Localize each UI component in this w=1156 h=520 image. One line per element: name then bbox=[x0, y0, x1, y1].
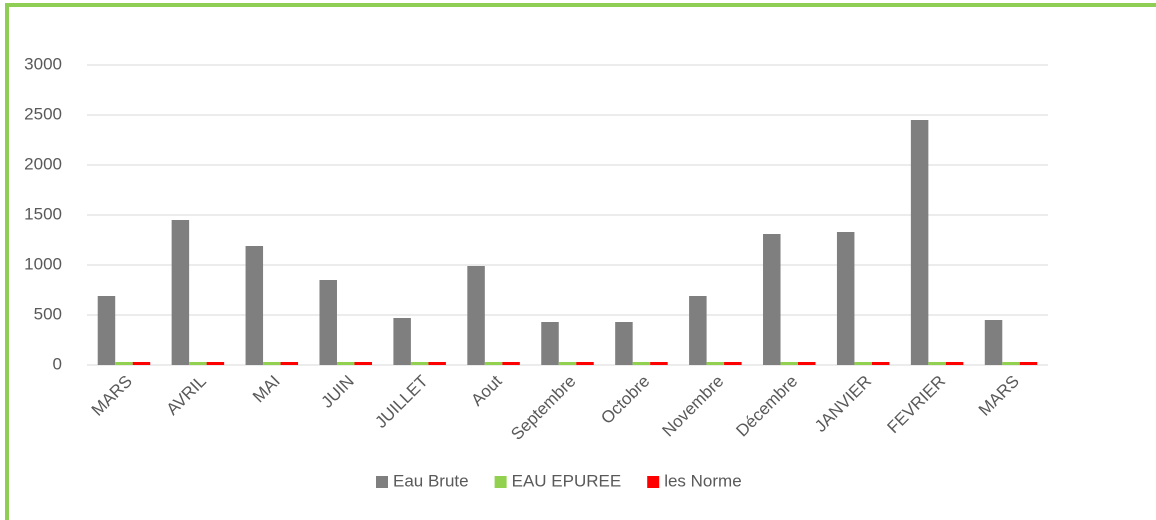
bar bbox=[428, 362, 446, 365]
bar bbox=[558, 362, 577, 365]
y-tick-label: 2500 bbox=[24, 104, 62, 123]
bar bbox=[1019, 362, 1038, 365]
bar bbox=[615, 322, 633, 365]
legend-label: EAU EPUREE bbox=[512, 471, 622, 490]
x-tick-label: AVRIL bbox=[163, 372, 210, 419]
x-tick-label: Septembre bbox=[507, 372, 579, 444]
legend-label: Eau Brute bbox=[393, 471, 469, 490]
bar bbox=[319, 280, 337, 365]
bar bbox=[484, 362, 503, 365]
bar bbox=[115, 362, 133, 365]
bar bbox=[576, 362, 594, 365]
x-tick-label: MAI bbox=[249, 372, 284, 407]
bar bbox=[945, 362, 964, 365]
bar bbox=[502, 362, 520, 365]
x-tick-label: JUIN bbox=[318, 372, 358, 412]
x-tick-label: JUILLET bbox=[371, 372, 431, 432]
bar bbox=[984, 320, 1003, 365]
bar bbox=[189, 362, 207, 365]
x-tick-label: MARS bbox=[975, 372, 1023, 420]
y-tick-label: 1000 bbox=[24, 254, 62, 273]
bar bbox=[763, 234, 781, 365]
top-border bbox=[5, 3, 1156, 7]
left-border bbox=[5, 3, 9, 520]
bar bbox=[171, 220, 190, 365]
y-tick-label: 2000 bbox=[24, 154, 62, 173]
bar bbox=[650, 362, 668, 365]
bar bbox=[280, 362, 299, 365]
x-tick-label: Novembre bbox=[658, 372, 727, 441]
legend-label: les Norme bbox=[664, 471, 741, 490]
bar bbox=[780, 362, 799, 365]
legend-swatch bbox=[647, 476, 660, 488]
bar bbox=[410, 362, 429, 365]
bar bbox=[836, 232, 855, 365]
bar bbox=[928, 362, 946, 365]
bar bbox=[632, 362, 651, 365]
y-tick-label: 1500 bbox=[24, 204, 62, 223]
x-tick-label: Aout bbox=[467, 371, 505, 409]
bar bbox=[263, 362, 281, 365]
bar bbox=[206, 362, 225, 365]
bar bbox=[393, 318, 411, 365]
bar bbox=[541, 322, 559, 365]
bar bbox=[871, 362, 890, 365]
bar bbox=[1002, 362, 1020, 365]
bar bbox=[97, 296, 116, 365]
bar bbox=[336, 362, 355, 365]
bar bbox=[706, 362, 725, 365]
bar bbox=[132, 362, 151, 365]
bar bbox=[724, 362, 742, 365]
x-tick-label: MARS bbox=[88, 372, 136, 420]
x-tick-label: Décembre bbox=[732, 372, 801, 441]
legend-swatch bbox=[376, 476, 388, 488]
y-tick-label: 500 bbox=[34, 304, 62, 323]
x-tick-label: Octobre bbox=[597, 372, 653, 428]
bar bbox=[798, 362, 816, 365]
y-tick-label: 0 bbox=[53, 354, 62, 373]
bar bbox=[689, 296, 707, 365]
bar bbox=[910, 120, 929, 365]
bar bbox=[245, 246, 264, 365]
bar bbox=[854, 362, 872, 365]
bar bbox=[467, 266, 485, 365]
legend-swatch bbox=[494, 476, 507, 488]
x-tick-label: FEVRIER bbox=[884, 372, 950, 438]
x-tick-label: JANVIER bbox=[811, 372, 875, 436]
y-tick-label: 3000 bbox=[24, 54, 62, 73]
bar bbox=[354, 362, 372, 365]
